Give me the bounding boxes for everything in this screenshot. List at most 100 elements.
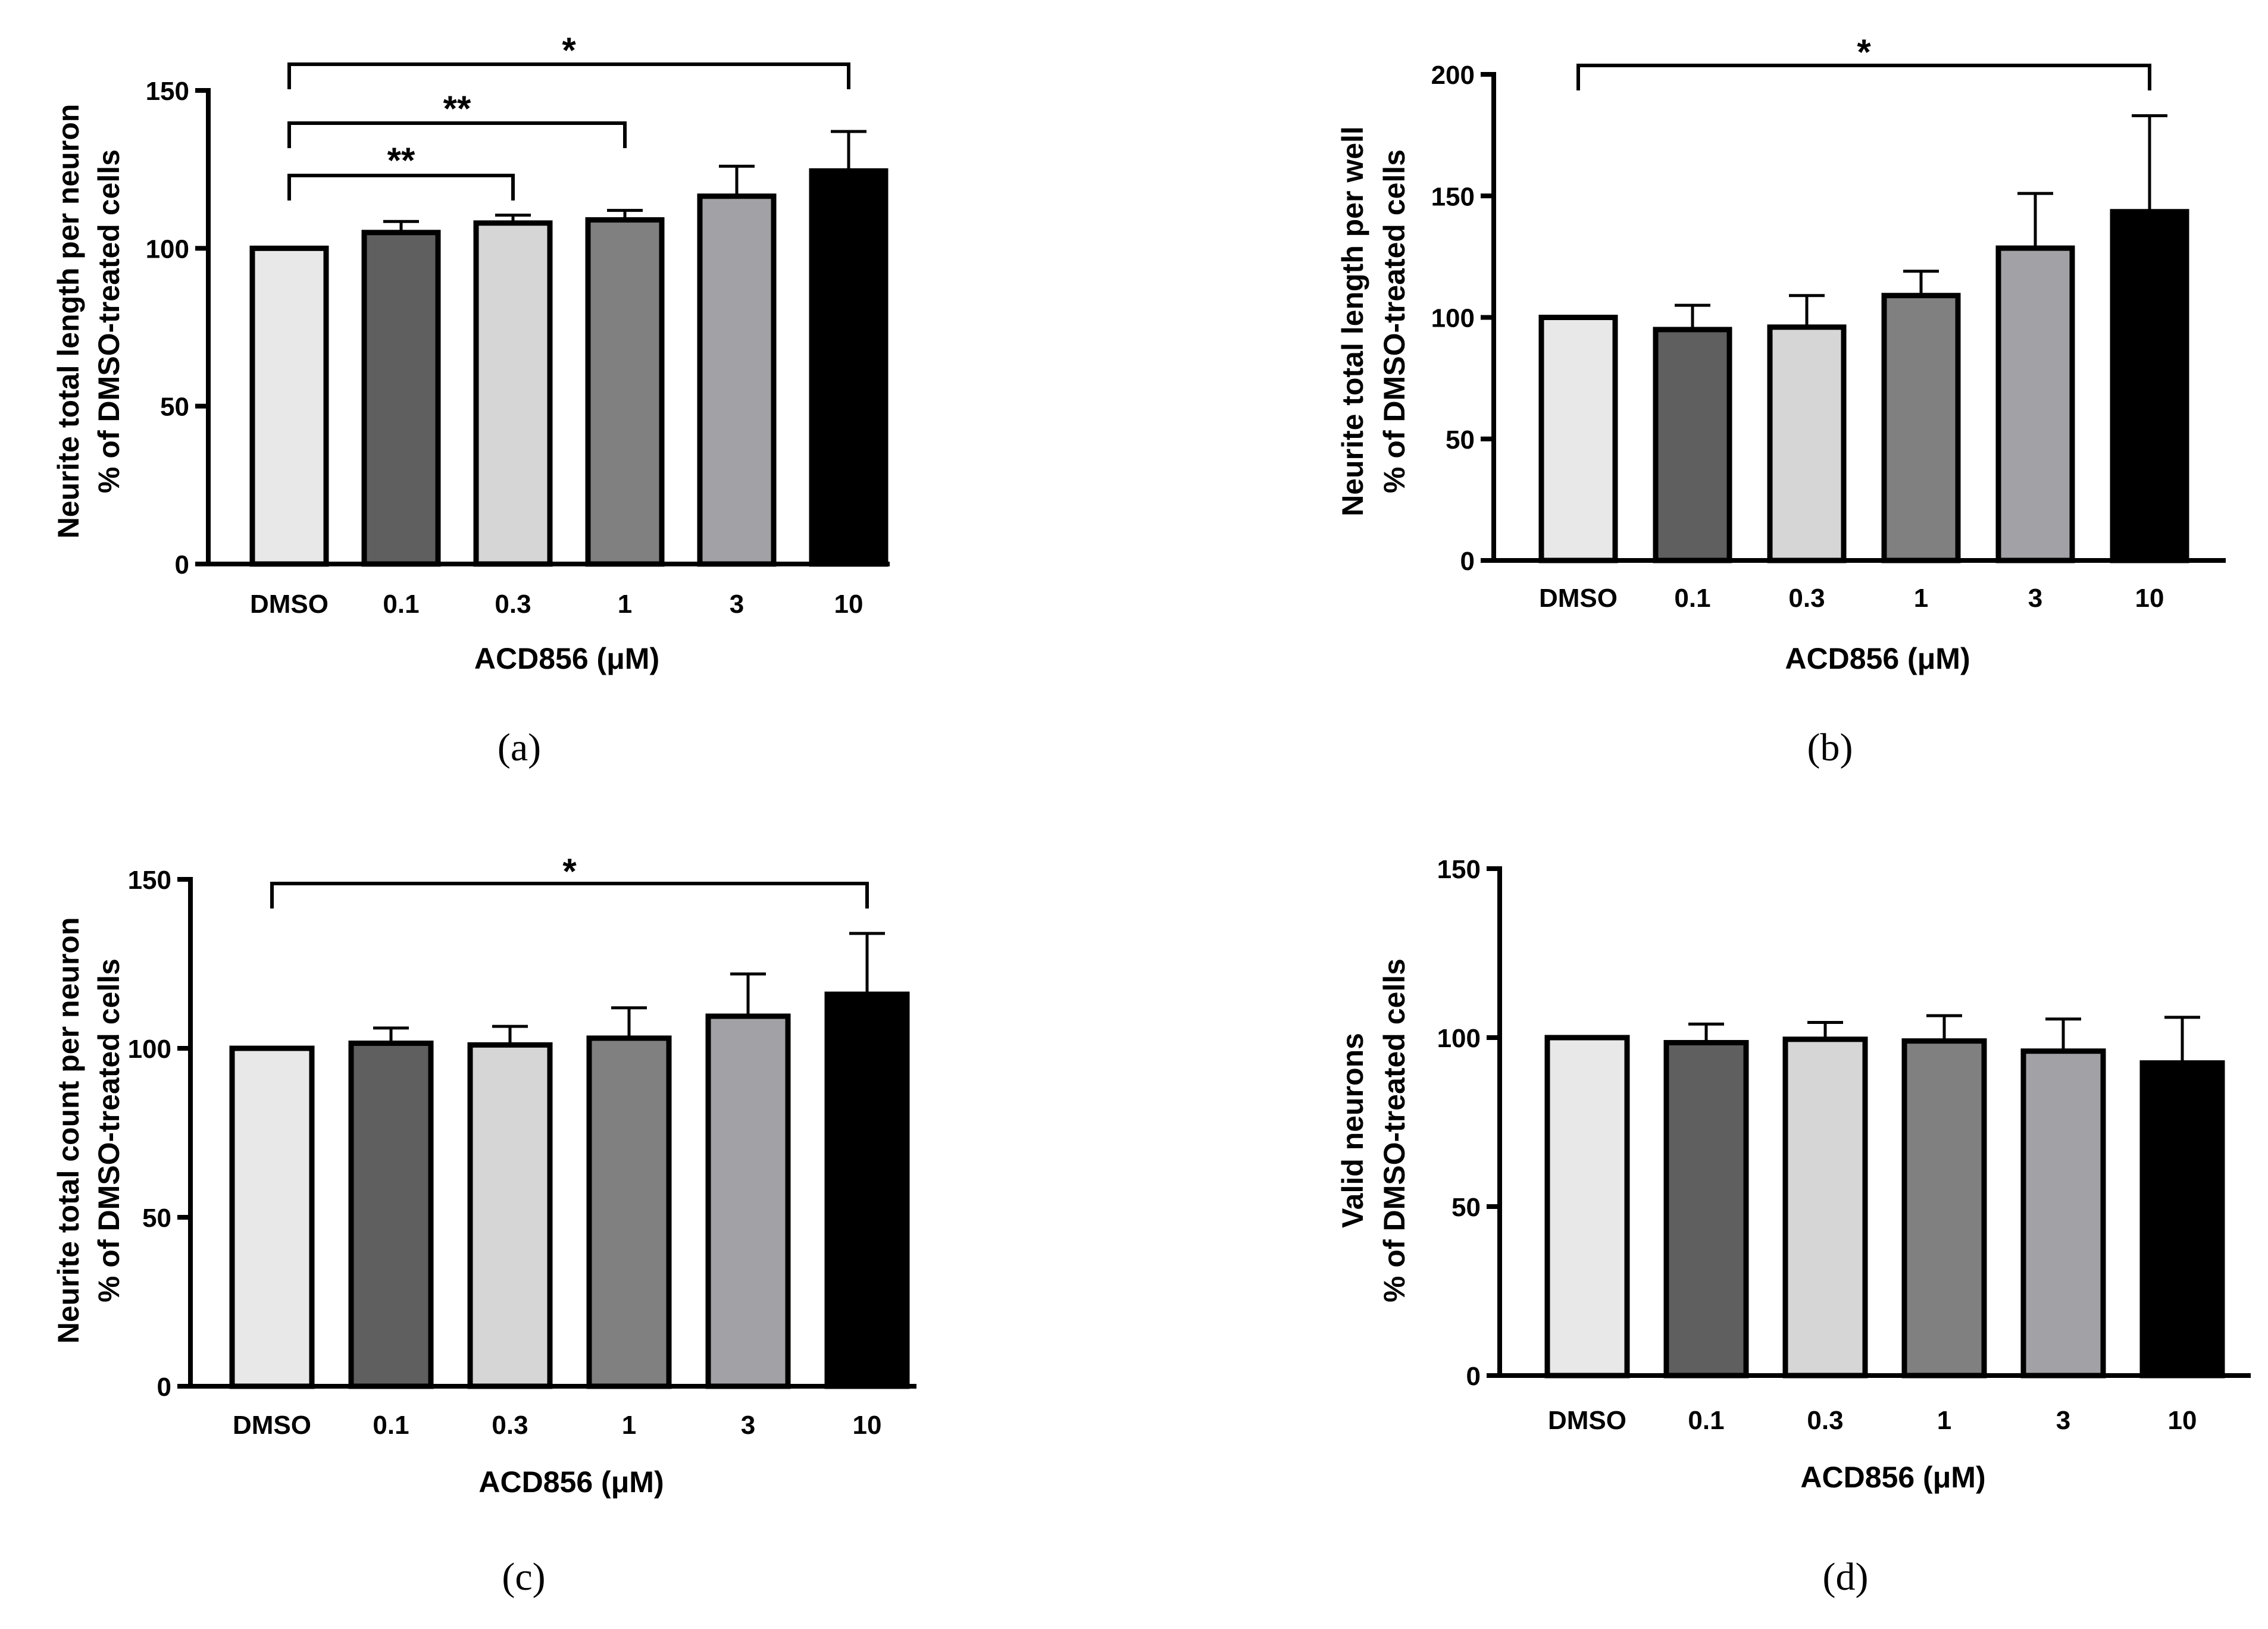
x-tick-label: 1 (1914, 584, 1928, 613)
x-axis-title: ACD856 (μM) (478, 1465, 664, 1499)
y-tick-label: 100 (1437, 1024, 1481, 1053)
error-bar (849, 932, 885, 995)
error-bar (1926, 1014, 1962, 1041)
y-tick-label: 100 (1431, 304, 1475, 333)
significance-label: ** (443, 89, 471, 129)
x-tick-label: 1 (1937, 1406, 1951, 1435)
panel-d: 0 50 100 150 DMSO 0.1 0.3 1 3 10 ACD856 (μM) Valid … (1336, 855, 2251, 1599)
significance-bracket (287, 121, 627, 148)
panel-label: (a) (498, 726, 541, 769)
bar (229, 1045, 315, 1389)
y-tick-label: 100 (128, 1035, 171, 1064)
x-tick-label: DMSO (1548, 1406, 1626, 1435)
x-tick-label: 1 (622, 1411, 636, 1440)
bar (1544, 1035, 1630, 1379)
error-bar (719, 164, 755, 196)
x-axis-title: ACD856 (μM) (1800, 1461, 1985, 1494)
y-axis-title: % of DMSO-treated cells (92, 958, 126, 1302)
bar (697, 193, 777, 567)
x-tick-label: 0.3 (1788, 584, 1825, 613)
bar (1881, 293, 1961, 563)
y-axis-title: Neurite total length per well (1336, 126, 1369, 516)
bar (1767, 324, 1847, 563)
significance-label: ** (387, 140, 415, 180)
y-tick-label: 150 (1431, 182, 1475, 211)
x-axis-title: ACD856 (μM) (474, 642, 659, 675)
y-tick-label: 200 (1431, 61, 1475, 90)
x-tick-label: 0.1 (383, 590, 419, 619)
y-tick-label: 100 (146, 234, 189, 264)
y-axis-title: Neurite total count per neuron (52, 917, 85, 1344)
bar (2020, 1048, 2106, 1379)
error-bar (2045, 1017, 2081, 1051)
x-tick-label: 10 (834, 590, 864, 619)
significance-bracket (270, 882, 869, 909)
error-bar (2132, 114, 2167, 212)
panel-b: 0 50 100 150 200 DMSO 0.1 0.3 1 3 10 ACD856 (μM) Neu… (1336, 32, 2226, 769)
panel-a: 0 50 100 150 DMSO 0.1 0.3 1 3 10 ACD856 (μM) Neurit… (52, 30, 890, 769)
bar (586, 1035, 672, 1389)
bar (473, 220, 553, 567)
bar (1663, 1040, 1749, 1379)
y-tick-label: 150 (146, 77, 189, 106)
y-axis-title: % of DMSO-treated cells (92, 149, 126, 493)
bar (1995, 245, 2075, 563)
x-tick-label: 0.1 (373, 1411, 409, 1440)
panel-label: (b) (1807, 726, 1853, 769)
y-tick-label: 0 (1466, 1362, 1481, 1391)
x-tick-label: DMSO (250, 590, 329, 619)
y-axis-title: % of DMSO-treated cells (1378, 958, 1411, 1302)
y-axis-title: Valid neurons (1336, 1033, 1369, 1228)
error-bar (2164, 1016, 2200, 1063)
panel-label: (d) (1823, 1555, 1869, 1599)
x-tick-label: 3 (730, 590, 744, 619)
bar (585, 217, 665, 567)
x-tick-label: 3 (2056, 1406, 2070, 1435)
bar (249, 245, 329, 567)
significance-bracket (1576, 64, 2151, 90)
y-tick-label: 0 (157, 1373, 171, 1402)
bar (1653, 327, 1732, 563)
panel-c: 0 50 100 150 DMSO 0.1 0.3 1 3 10 ACD856 (μM) Neurit… (52, 851, 916, 1599)
error-bar (1903, 270, 1939, 296)
x-tick-label: 10 (2168, 1406, 2197, 1435)
error-bar (1688, 1022, 1724, 1043)
significance-label: * (1857, 32, 1871, 72)
y-tick-label: 50 (1446, 425, 1475, 455)
bar (1901, 1038, 1987, 1379)
significance-bracket (287, 174, 515, 201)
bar (467, 1042, 553, 1389)
x-tick-label: 0.3 (1807, 1406, 1843, 1435)
error-bar (2017, 192, 2053, 249)
y-tick-label: 0 (175, 550, 189, 579)
significance-bracket (287, 62, 850, 89)
bar (2139, 1060, 2225, 1379)
significance-label: * (562, 30, 576, 70)
x-tick-label: 10 (853, 1411, 882, 1440)
error-bar (1789, 294, 1825, 327)
y-tick-label: 0 (1460, 547, 1475, 576)
x-tick-label: 0.3 (492, 1411, 528, 1440)
x-tick-label: 3 (741, 1411, 755, 1440)
x-tick-label: 0.1 (1674, 584, 1710, 613)
bar (361, 230, 441, 567)
bar (824, 991, 910, 1389)
bar (705, 1013, 791, 1389)
y-tick-label: 50 (1451, 1193, 1481, 1222)
y-tick-label: 150 (1437, 855, 1481, 884)
error-bar (1807, 1020, 1843, 1039)
error-bar (730, 972, 766, 1017)
x-tick-label: DMSO (233, 1411, 311, 1440)
panel-label: (c) (502, 1555, 545, 1599)
significance-label: * (562, 851, 577, 891)
bar (2110, 209, 2189, 563)
x-tick-label: 10 (2135, 584, 2164, 613)
x-tick-label: 0.1 (1688, 1406, 1724, 1435)
x-axis-title: ACD856 (μM) (1785, 642, 1970, 675)
x-tick-label: DMSO (1539, 584, 1618, 613)
y-axis-title: % of DMSO-treated cells (1378, 149, 1411, 493)
y-axis-title: Neurite total length per neuron (52, 104, 85, 539)
error-bar (492, 1025, 528, 1045)
error-bar (1675, 303, 1710, 330)
